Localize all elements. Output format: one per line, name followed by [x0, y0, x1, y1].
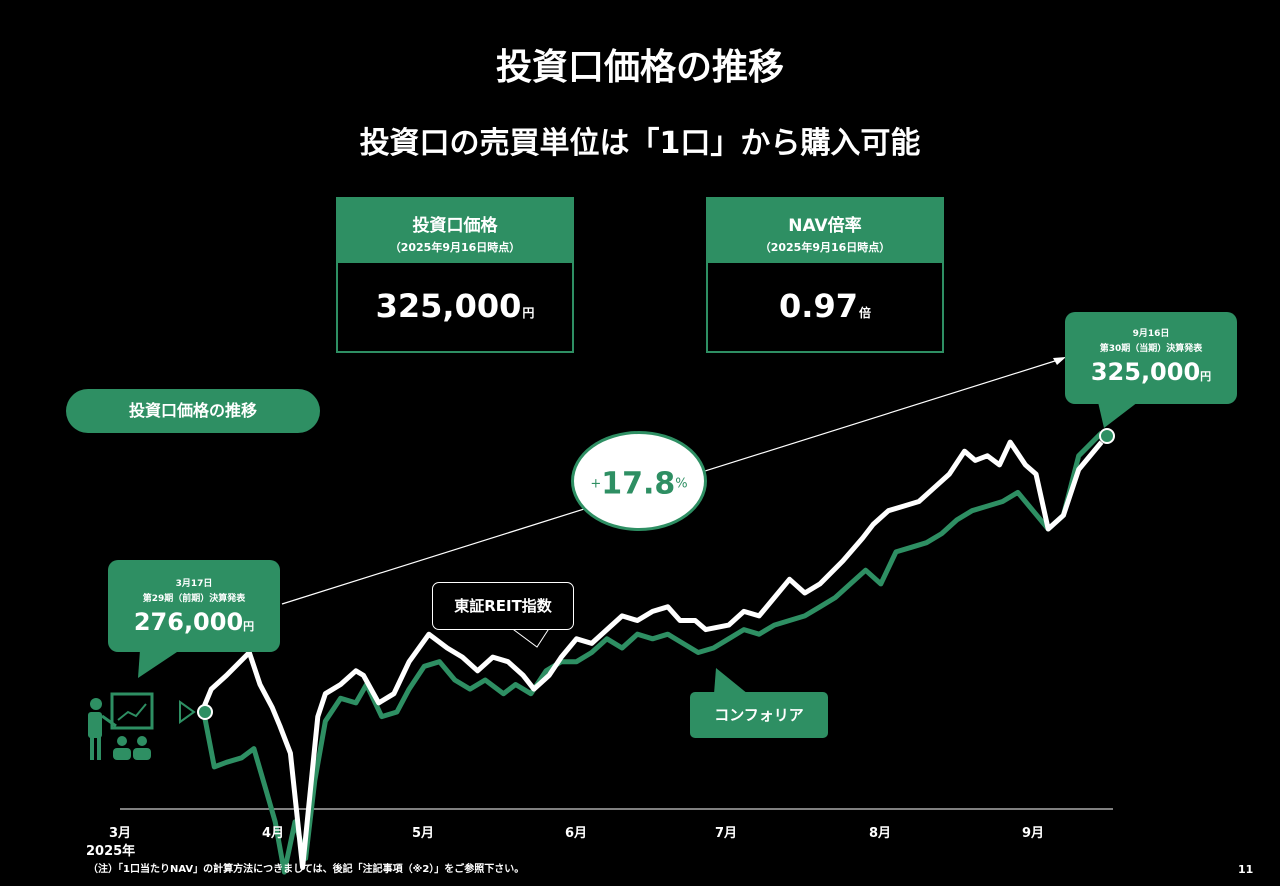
price-box-value: 325,000	[375, 287, 522, 325]
start-point-marker	[197, 704, 213, 720]
x-tick-label: 3月	[108, 826, 132, 841]
nav-box-value-wrap: 0.97倍	[708, 287, 942, 325]
start-callout-unit: 円	[243, 620, 255, 633]
start-callout-date: 3月17日	[175, 579, 213, 589]
x-tick-label: 8月	[868, 826, 892, 841]
nav-box-label: NAV倍率	[788, 216, 862, 236]
start-callout-value-wrap: 276,000円	[108, 608, 280, 636]
end-callout-tail	[1098, 402, 1138, 428]
end-callout-period: 第30期（当期）決算発表	[1099, 344, 1203, 354]
page-number: 11	[1238, 863, 1254, 876]
growth-badge: +17.8%	[571, 431, 707, 531]
x-tick-label: 5月	[411, 826, 435, 841]
nav-box-unit: 倍	[858, 306, 871, 320]
price-box-date: （2025年9月16日時点）	[389, 241, 521, 254]
x-tick-label: 9月	[1021, 826, 1045, 841]
section-label-pill: 投資口価格の推移	[66, 389, 320, 433]
page-subtitle: 投資口の売買単位は「1口」から購入可能	[359, 126, 921, 161]
comforia-label-tail	[714, 668, 748, 694]
start-callout-period: 第29期（前期）決算発表	[142, 594, 246, 604]
x-tick-label: 7月	[714, 826, 738, 841]
x-tick-label: 4月	[261, 826, 285, 841]
price-box-value-wrap: 325,000円	[338, 287, 572, 325]
price-box: 投資口価格 （2025年9月16日時点） 325,000円	[336, 197, 574, 353]
nav-box-header: NAV倍率 （2025年9月16日時点）	[708, 199, 942, 263]
price-box-header: 投資口価格 （2025年9月16日時点）	[338, 199, 572, 263]
series-line-comforia	[201, 431, 1104, 875]
reit-label-tail	[508, 626, 551, 648]
legend-reit-index: 東証REIT指数	[432, 582, 574, 630]
end-point-marker	[1099, 428, 1115, 444]
page-title: 投資口価格の推移	[495, 47, 784, 88]
growth-sign: +	[590, 476, 602, 492]
growth-value: 17.8	[601, 466, 676, 502]
start-callout-tail	[138, 650, 180, 678]
nav-box: NAV倍率 （2025年9月16日時点） 0.97倍	[706, 197, 944, 353]
presenter-icon	[88, 692, 154, 760]
nav-box-value: 0.97	[779, 287, 858, 325]
price-box-label: 投資口価格	[412, 216, 498, 236]
start-price-callout: 3月17日 第29期（前期）決算発表 276,000円	[108, 560, 280, 652]
footnote: （注）「1口当たりNAV」の計算方法につきましては、後記「注記事項（※2）」をご…	[88, 864, 525, 875]
start-callout-value: 276,000	[133, 608, 244, 636]
end-callout-value-wrap: 325,000円	[1065, 358, 1237, 386]
start-marker-triangle	[179, 700, 196, 724]
legend-comforia: コンフォリア	[690, 692, 828, 738]
series-line-reit-index	[201, 439, 1104, 870]
x-tick-label: 6月	[564, 826, 588, 841]
nav-box-date: （2025年9月16日時点）	[759, 241, 891, 254]
trend-arrow-head	[1053, 357, 1066, 365]
end-price-callout: 9月16日 第30期（当期）決算発表 325,000円	[1065, 312, 1237, 404]
x-axis-year: 2025年	[86, 844, 136, 859]
price-box-unit: 円	[522, 306, 535, 320]
end-callout-unit: 円	[1200, 370, 1212, 383]
end-callout-date: 9月16日	[1132, 329, 1170, 339]
end-callout-value: 325,000	[1090, 358, 1201, 386]
growth-unit: %	[675, 476, 688, 492]
